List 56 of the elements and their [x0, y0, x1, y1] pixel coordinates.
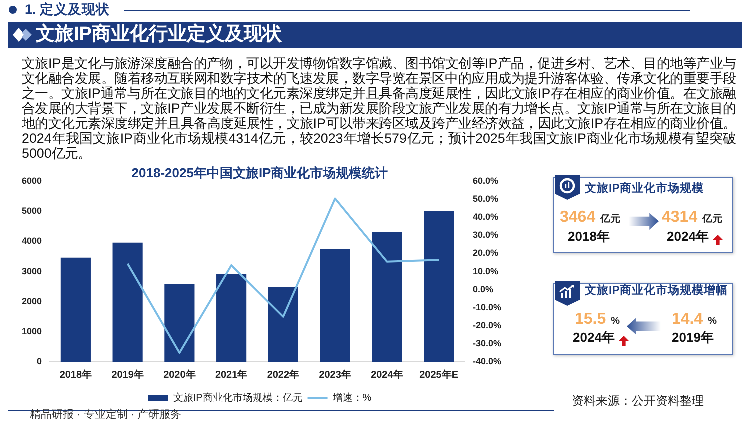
legend-label: 文旅IP商业化市场规模：亿元 — [173, 392, 303, 404]
y-tick-label: 6000 — [22, 176, 42, 186]
x-tick-label: 2018年 — [60, 368, 92, 381]
x-tick-label: 2025年E — [420, 368, 459, 381]
x-tick-label: 2021年 — [215, 368, 248, 381]
y2-tick-label: 20.0% — [473, 248, 499, 258]
bar — [112, 242, 143, 362]
y2-tick-label: 10.0% — [473, 266, 499, 276]
y2-tick-label: -30.0% — [473, 338, 502, 348]
bar — [60, 258, 91, 362]
bar — [372, 232, 402, 362]
y2-tick-label: -40.0% — [473, 356, 502, 366]
text: 15.5 — [575, 311, 606, 328]
text: 2024年 — [667, 229, 709, 245]
y2-tick-label: -20.0% — [473, 320, 502, 330]
text: 文旅IP是文化与旅游深度融合的产物，可以开发博物馆数字馆藏、图书馆文创等IP产品，促进乡村、艺术、目的地等产业与文化融合发展。随着移动互联网和数字技术的飞速发展，数字导览在景区中的应用成为提升游客体验、传承文化的重要手段之一。文旅IP通常与所在文旅目的地的文化元素深度绑定并且具备高度延展性，因此文旅IP存在相应的商业价值。在文旅融合发展的大背景下，文旅IP产业发展不断衍生，已成为新发展阶段文旅产业发展的有力增长点。文旅IP通常与所在文旅目的地的文化元素深度绑定并且具备高度延展性，文旅IP可以带来跨区域及跨产业经济效益，因此文旅IP存在相应的商业价值。2024年我国文旅IP商业化市场规模4314亿元，较2023年增长579亿元；预计2025年我国文旅IP商业化市场规模有望突破5000亿元。 — [22, 56, 736, 161]
text: 2018年 — [568, 229, 610, 245]
text: 4314 — [662, 209, 698, 226]
y-tick-label: 5000 — [22, 206, 42, 216]
text: 14.4 — [672, 311, 704, 328]
text: 精品研报 · 专业定制 · 产研服务 — [30, 409, 182, 421]
y2-tick-label: 30.0% — [473, 230, 499, 240]
text: 2024年 — [573, 330, 615, 346]
y2-tick-label: 0.0% — [473, 284, 494, 294]
text: 亿元 — [702, 214, 723, 225]
chart-title: 2018-2025年中国文旅IP商业化市场规模统计 — [132, 165, 388, 180]
text: 3464 — [560, 209, 596, 226]
legend-label: 增速：% — [332, 392, 372, 404]
text: 1. 定义及现状 — [25, 2, 110, 18]
x-tick-label: 2024年 — [371, 368, 404, 381]
x-tick-label: 2019年 — [112, 368, 144, 381]
bar — [164, 284, 195, 362]
y-tick-label: 0 — [36, 356, 42, 366]
bar — [268, 287, 298, 362]
bar — [320, 250, 350, 362]
text: 文旅IP商业化市场规模增幅 — [585, 284, 728, 298]
y2-tick-label: 40.0% — [473, 212, 499, 222]
y-tick-label: 2000 — [22, 296, 42, 306]
y2-tick-label: 60.0% — [473, 176, 499, 186]
y-tick-label: 1000 — [22, 326, 42, 336]
x-tick-label: 2023年 — [319, 368, 352, 381]
text: % — [611, 316, 620, 327]
y2-tick-label: -10.0% — [473, 302, 502, 312]
bar — [424, 211, 454, 362]
y2-tick-label: 50.0% — [473, 194, 499, 204]
x-tick-label: 2022年 — [267, 368, 300, 381]
text: 文旅IP商业化市场规模 — [585, 182, 704, 196]
bar — [216, 274, 247, 362]
text: 2019年 — [672, 330, 714, 346]
text: 资料来源：公开资料整理 — [572, 394, 704, 409]
text: % — [708, 316, 718, 327]
x-tick-label: 2020年 — [164, 368, 196, 381]
text: 亿元 — [600, 214, 621, 225]
y-tick-label: 3000 — [22, 266, 42, 276]
y-tick-label: 4000 — [22, 236, 42, 246]
banner: 文旅IP商业化行业定义及现状 — [8, 22, 742, 48]
